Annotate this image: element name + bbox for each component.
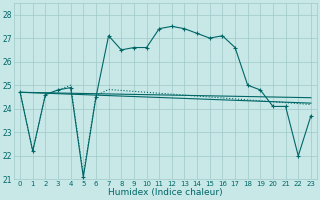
- X-axis label: Humidex (Indice chaleur): Humidex (Indice chaleur): [108, 188, 223, 197]
